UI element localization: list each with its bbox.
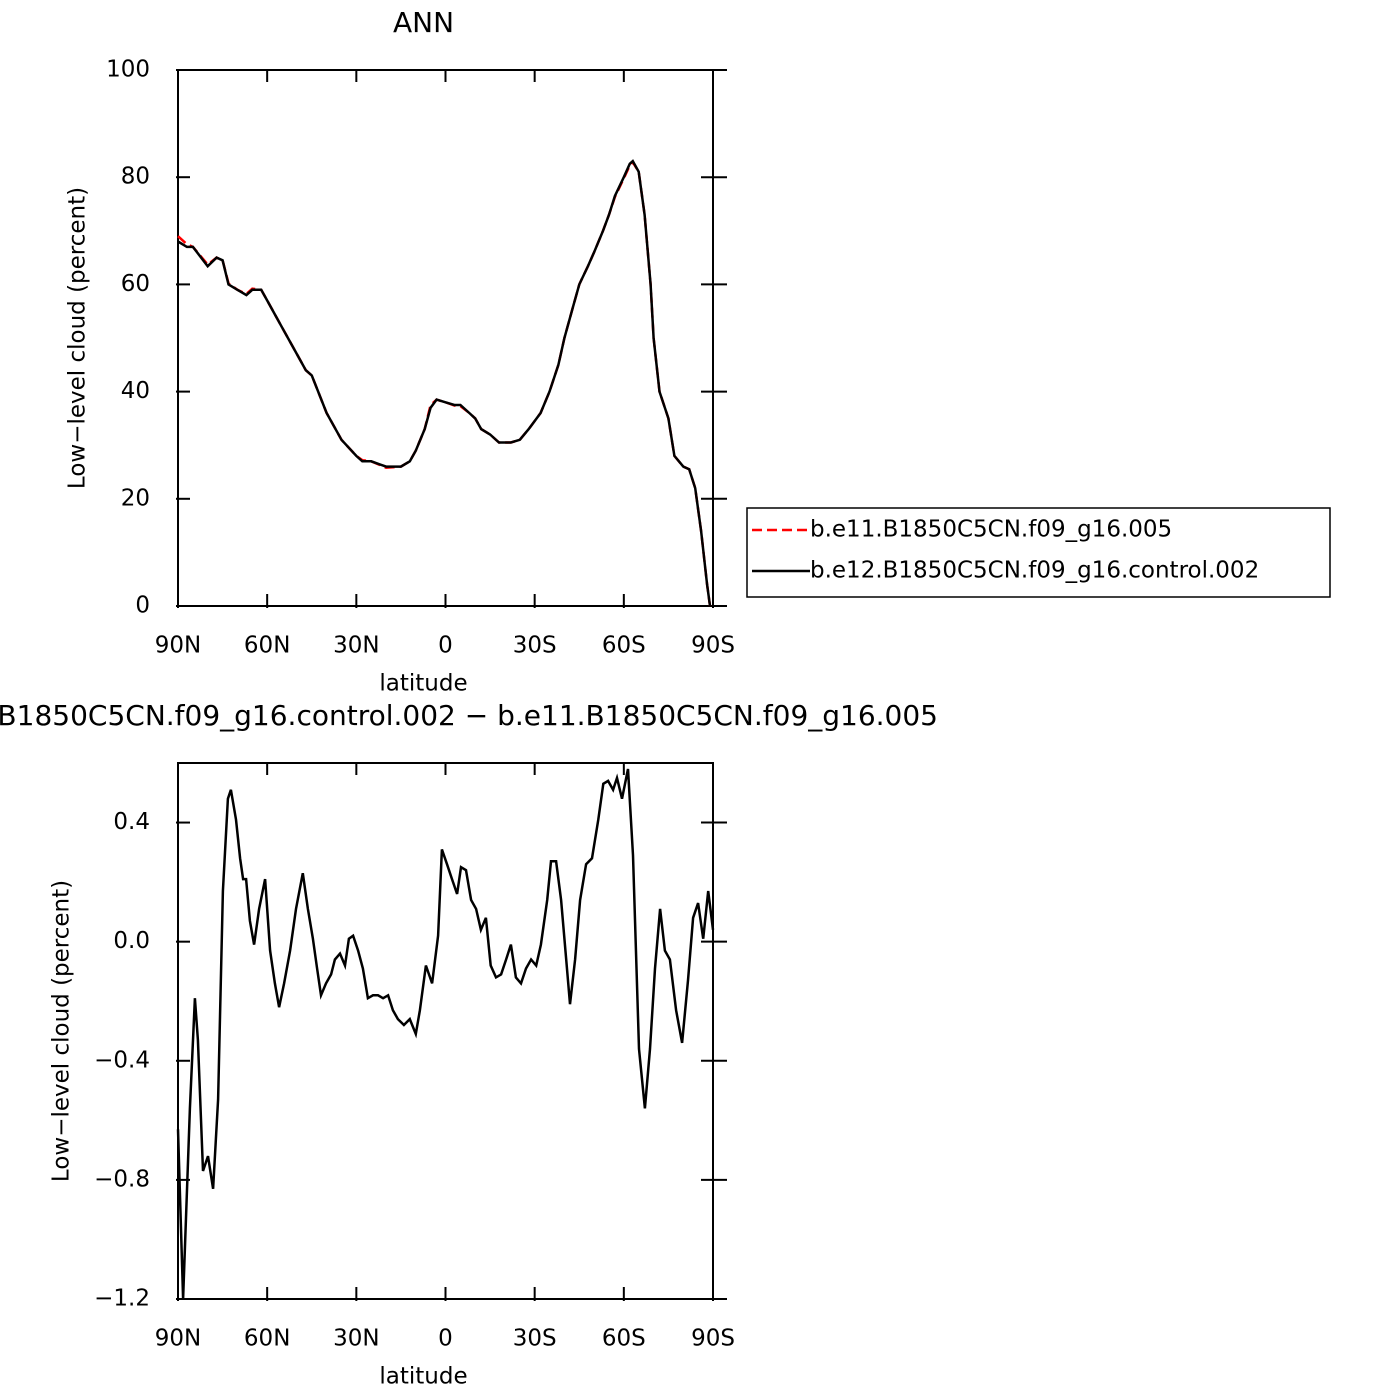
chart-title: ANN bbox=[393, 6, 454, 39]
y-tick-label: 0 bbox=[135, 593, 150, 619]
x-tick-label: 30S bbox=[513, 633, 557, 659]
x-tick-label: 30N bbox=[333, 633, 379, 659]
data-line bbox=[177, 160, 712, 607]
y-tick-label: −0.4 bbox=[94, 1047, 150, 1073]
plot-frame bbox=[177, 762, 714, 1300]
y-tick-label: 0.0 bbox=[113, 928, 150, 954]
y-tick-label: −1.2 bbox=[94, 1286, 150, 1312]
x-tick-label: 60N bbox=[244, 633, 290, 659]
x-tick-label: 90N bbox=[155, 633, 201, 659]
legend-box bbox=[746, 507, 1331, 598]
legend-label: b.e12.B1850C5CN.f09_g16.control.002 bbox=[810, 558, 1259, 584]
legend-label: b.e11.B1850C5CN.f09_g16.005 bbox=[810, 517, 1172, 543]
x-tick-label: 0 bbox=[438, 633, 453, 659]
x-tick-label: 60N bbox=[244, 1326, 290, 1352]
data-line bbox=[176, 768, 715, 1300]
y-tick-label: 100 bbox=[106, 57, 150, 83]
x-tick-label: 90S bbox=[691, 633, 735, 659]
y-axis-label: Low−level cloud (percent) bbox=[49, 880, 75, 1182]
x-tick-label: 30S bbox=[513, 1326, 557, 1352]
chart-title: b.e12.B1850C5CN.f09_g16.control.002 − b.… bbox=[0, 699, 938, 732]
x-axis-label: latitude bbox=[379, 671, 467, 697]
y-tick-label: 80 bbox=[121, 164, 150, 190]
x-tick-label: 90S bbox=[691, 1326, 735, 1352]
y-axis-label: Low−level cloud (percent) bbox=[65, 187, 91, 489]
x-tick-label: 60S bbox=[602, 633, 646, 659]
x-axis-label: latitude bbox=[379, 1364, 467, 1390]
y-tick-label: −0.8 bbox=[94, 1166, 150, 1192]
x-tick-label: 0 bbox=[438, 1326, 453, 1352]
data-line bbox=[177, 159, 712, 607]
y-tick-label: 60 bbox=[121, 271, 150, 297]
x-tick-label: 60S bbox=[602, 1326, 646, 1352]
y-tick-label: 40 bbox=[121, 378, 150, 404]
y-tick-label: 20 bbox=[121, 485, 150, 511]
y-tick-label: 0.4 bbox=[113, 809, 150, 835]
x-tick-label: 30N bbox=[333, 1326, 379, 1352]
plot-frame bbox=[177, 69, 714, 607]
x-tick-label: 90N bbox=[155, 1326, 201, 1352]
